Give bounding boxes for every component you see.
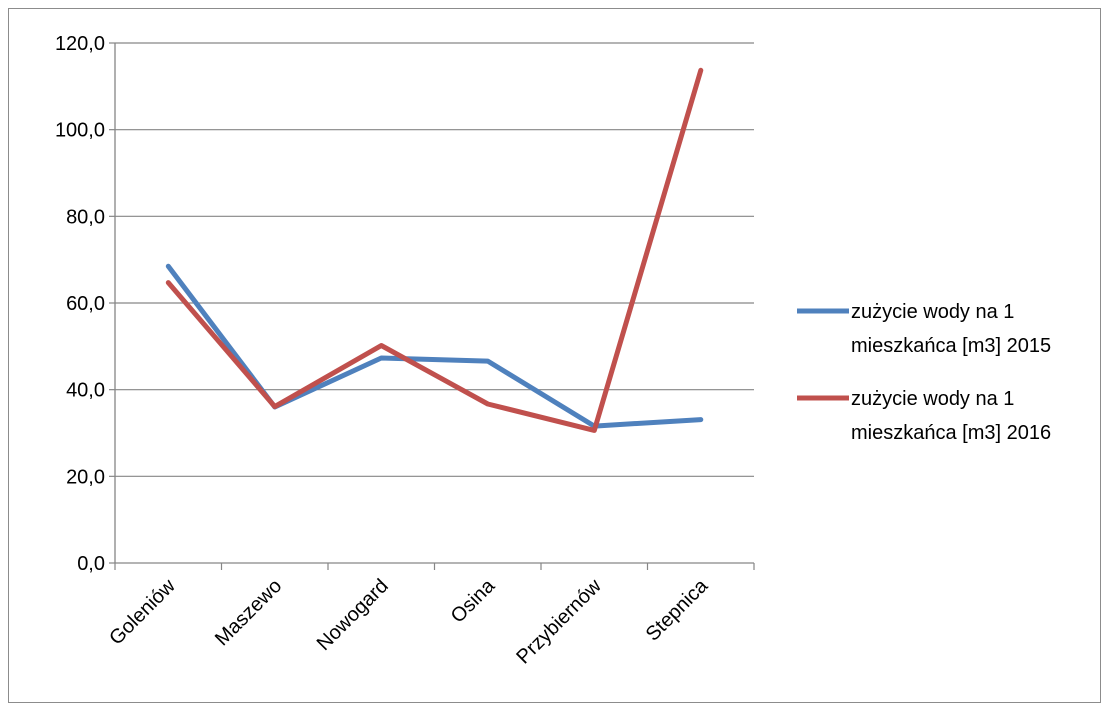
data-point [487,360,489,362]
gridlines [115,42,754,477]
legend-label: mieszkańca [m3] 2015 [851,335,1051,357]
data-point [167,265,169,267]
x-tick-label: Nowogard [313,575,393,655]
y-tick-label: 120,0 [55,33,105,55]
data-point [700,69,702,71]
series-lines [165,67,704,433]
y-tick-label: 0,0 [77,553,105,575]
y-tick-label: 40,0 [66,380,105,402]
chart-frame [8,8,1101,703]
y-tick-labels: 0,0 20,0 40,0 60,0 80,0 100,0 120,0 [55,33,105,575]
x-tick-label: Przybiernów [512,575,606,669]
legend-label: mieszkańca [m3] 2016 [851,422,1051,444]
data-point [700,419,702,421]
legend: zużycie wody na 1 mieszkańca [m3] 2015 zuż… [797,301,1051,444]
data-point [380,344,382,346]
data-point [167,282,169,284]
axes [109,42,755,570]
y-tick-label: 100,0 [55,120,105,142]
data-point [380,357,382,359]
data-point [593,429,595,431]
x-tick-label: Goleniów [105,575,180,650]
legend-label: zużycie wody na 1 [851,301,1014,323]
y-tick-label: 20,0 [66,466,105,488]
x-tick-label: Stepnica [642,574,713,645]
y-tick-label: 80,0 [66,206,105,228]
series-line [165,67,704,433]
legend-label: zużycie wody na 1 [851,388,1014,410]
x-tick-labels: Goleniów Maszewo Nowogard Osina Przybiernów S… [105,574,713,668]
data-point [487,403,489,405]
x-tick-label: Maszewo [211,575,286,650]
data-point [274,406,276,408]
x-tick-label: Osina [447,574,500,627]
y-tick-label: 60,0 [66,293,105,315]
